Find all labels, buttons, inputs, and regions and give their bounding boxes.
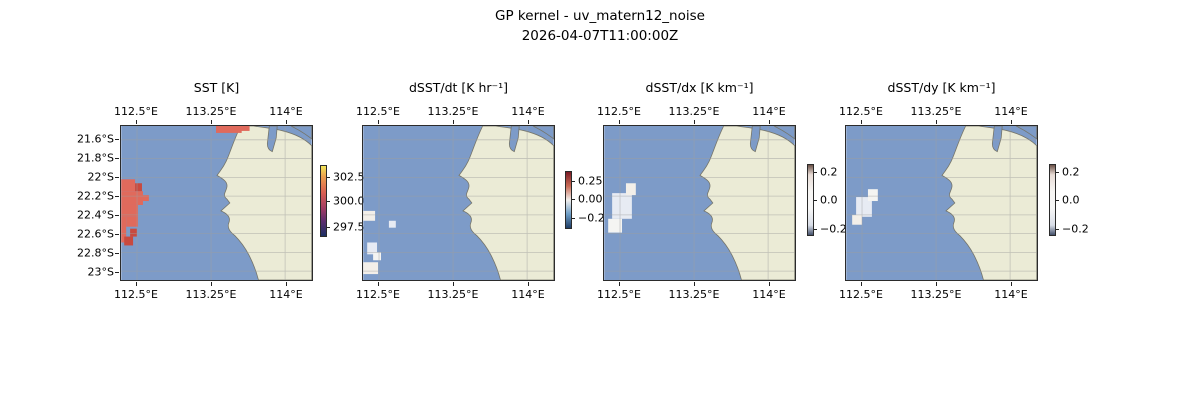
colorbar-tick-label: 0.2 [1062,165,1080,179]
colorbar-tick-label: 0.25 [578,174,603,188]
x-tick-label-bottom: 113.25°E [668,288,720,301]
x-tick-label-bottom: 112.5°E [597,288,641,301]
x-tick-label-bottom: 112.5°E [114,288,158,301]
colorbar-tick-label: 0.00 [578,192,603,206]
land-coastline [941,126,1037,280]
y-tick-label: 22°S [87,170,114,184]
panel-dsst-dx: dSST/dx [K km⁻¹] 112.5°E 113.25°E 114°E … [597,80,796,301]
x-tick-label-top: 112.5°E [114,105,158,118]
x-tick-label-top: 113.25°E [427,105,479,118]
x-tick-label-bottom: 112.5°E [356,288,400,301]
x-tick-label-top: 114°E [511,105,545,118]
graticule [363,126,554,280]
colorbar-dsst-dy: 0.2 0.0 −0.2 [1049,164,1109,236]
gulf-inlet [266,126,278,153]
colorbar-tick-label: 0.0 [820,193,838,207]
colorbar-dsst-dx: 0.2 0.0 −0.2 [807,164,867,236]
x-tick-label-top: 112.5°E [597,105,641,118]
dsst-dy-patches [852,189,878,225]
colorbar-tick-label: −0.2 [1062,222,1089,236]
x-tick-label-bottom: 113.25°E [427,288,479,301]
sst-warm-patches [121,126,250,246]
panel-title: SST [K] [193,80,240,95]
graticule [604,126,795,280]
x-tick-label-top: 113.25°E [910,105,962,118]
dsst-dt-patches [363,210,396,275]
panel-dsst-dy: dSST/dy [K km⁻¹] 112.5°E 113.25°E 114°E … [839,80,1038,301]
dsst-dx-patches [608,183,636,233]
x-tick-label-top: 114°E [752,105,786,118]
gulf-inlet [991,126,1003,153]
panel-sst: SST [K] 112.5°E 113.25°E 114°E 21.6°S 21… [77,80,313,301]
ocean-top-right [532,126,554,140]
ocean-top-right [290,126,312,140]
map-svg [604,126,795,280]
x-tick-label-top: 114°E [269,105,303,118]
colorbar-tick-label: 300.0 [333,194,365,208]
colorbar-tick-label: 302.5 [333,170,365,184]
land-coastline [216,126,312,280]
colorbar-tick-label: 0.2 [820,165,838,179]
x-tick-label-bottom: 113.25°E [185,288,237,301]
x-tick-label-top: 113.25°E [185,105,237,118]
panel-dsst-dt: dSST/dt [K hr⁻¹] 112.5°E 113.25°E 114°E [356,80,555,301]
colorbar-tick-label: 0.0 [1062,193,1080,207]
gulf-inlet [749,126,761,153]
ocean-top-right [773,126,795,140]
x-tick-label-bottom: 114°E [269,288,303,301]
panel-title: dSST/dy [K km⁻¹] [887,80,996,95]
y-tick-label: 22.8°S [77,246,114,260]
x-tick-label-bottom: 112.5°E [839,288,883,301]
y-tick-label: 22.4°S [77,208,114,222]
land-coastline [458,126,554,280]
colorbar-gradient [1049,164,1056,236]
figure-subtitle: 2026-04-07T11:00:00Z [521,28,679,44]
graticule [846,126,1037,280]
map-svg [846,126,1037,280]
land-coastline [699,126,795,280]
x-tick-label-bottom: 113.25°E [910,288,962,301]
x-tick-label-top: 112.5°E [356,105,400,118]
x-tick-label-bottom: 114°E [752,288,786,301]
x-tick-label-top: 112.5°E [839,105,883,118]
map-canvas [362,125,555,281]
figure-title: GP kernel - uv_matern12_noise [495,8,705,24]
y-tick-label: 21.8°S [77,151,114,165]
colorbar-tick-label: 297.5 [333,220,365,234]
y-tick-label: 22.6°S [77,227,114,241]
map-svg [363,126,554,280]
panel-title: dSST/dx [K km⁻¹] [645,80,754,95]
ocean-top-right [1015,126,1037,140]
colorbar-tick-label: −0.2 [820,222,847,236]
panel-title: dSST/dt [K hr⁻¹] [408,80,509,95]
y-tick-label: 21.6°S [77,132,114,146]
map-canvas [120,125,313,281]
y-tick-label: 22.2°S [77,189,114,203]
map-canvas [603,125,796,281]
colorbar-gradient [807,164,814,236]
x-tick-label-top: 114°E [994,105,1028,118]
x-tick-label-top: 113.25°E [668,105,720,118]
y-tick-label: 23°S [87,265,114,279]
colorbar-sst: 302.5 300.0 297.5 [320,165,380,237]
x-tick-label-bottom: 114°E [511,288,545,301]
gulf-inlet [508,126,520,153]
map-svg [121,126,312,280]
graticule [121,126,312,280]
colorbar-gradient [565,171,572,229]
map-canvas [845,125,1038,281]
x-tick-label-bottom: 114°E [994,288,1028,301]
colorbar-gradient [320,165,327,237]
